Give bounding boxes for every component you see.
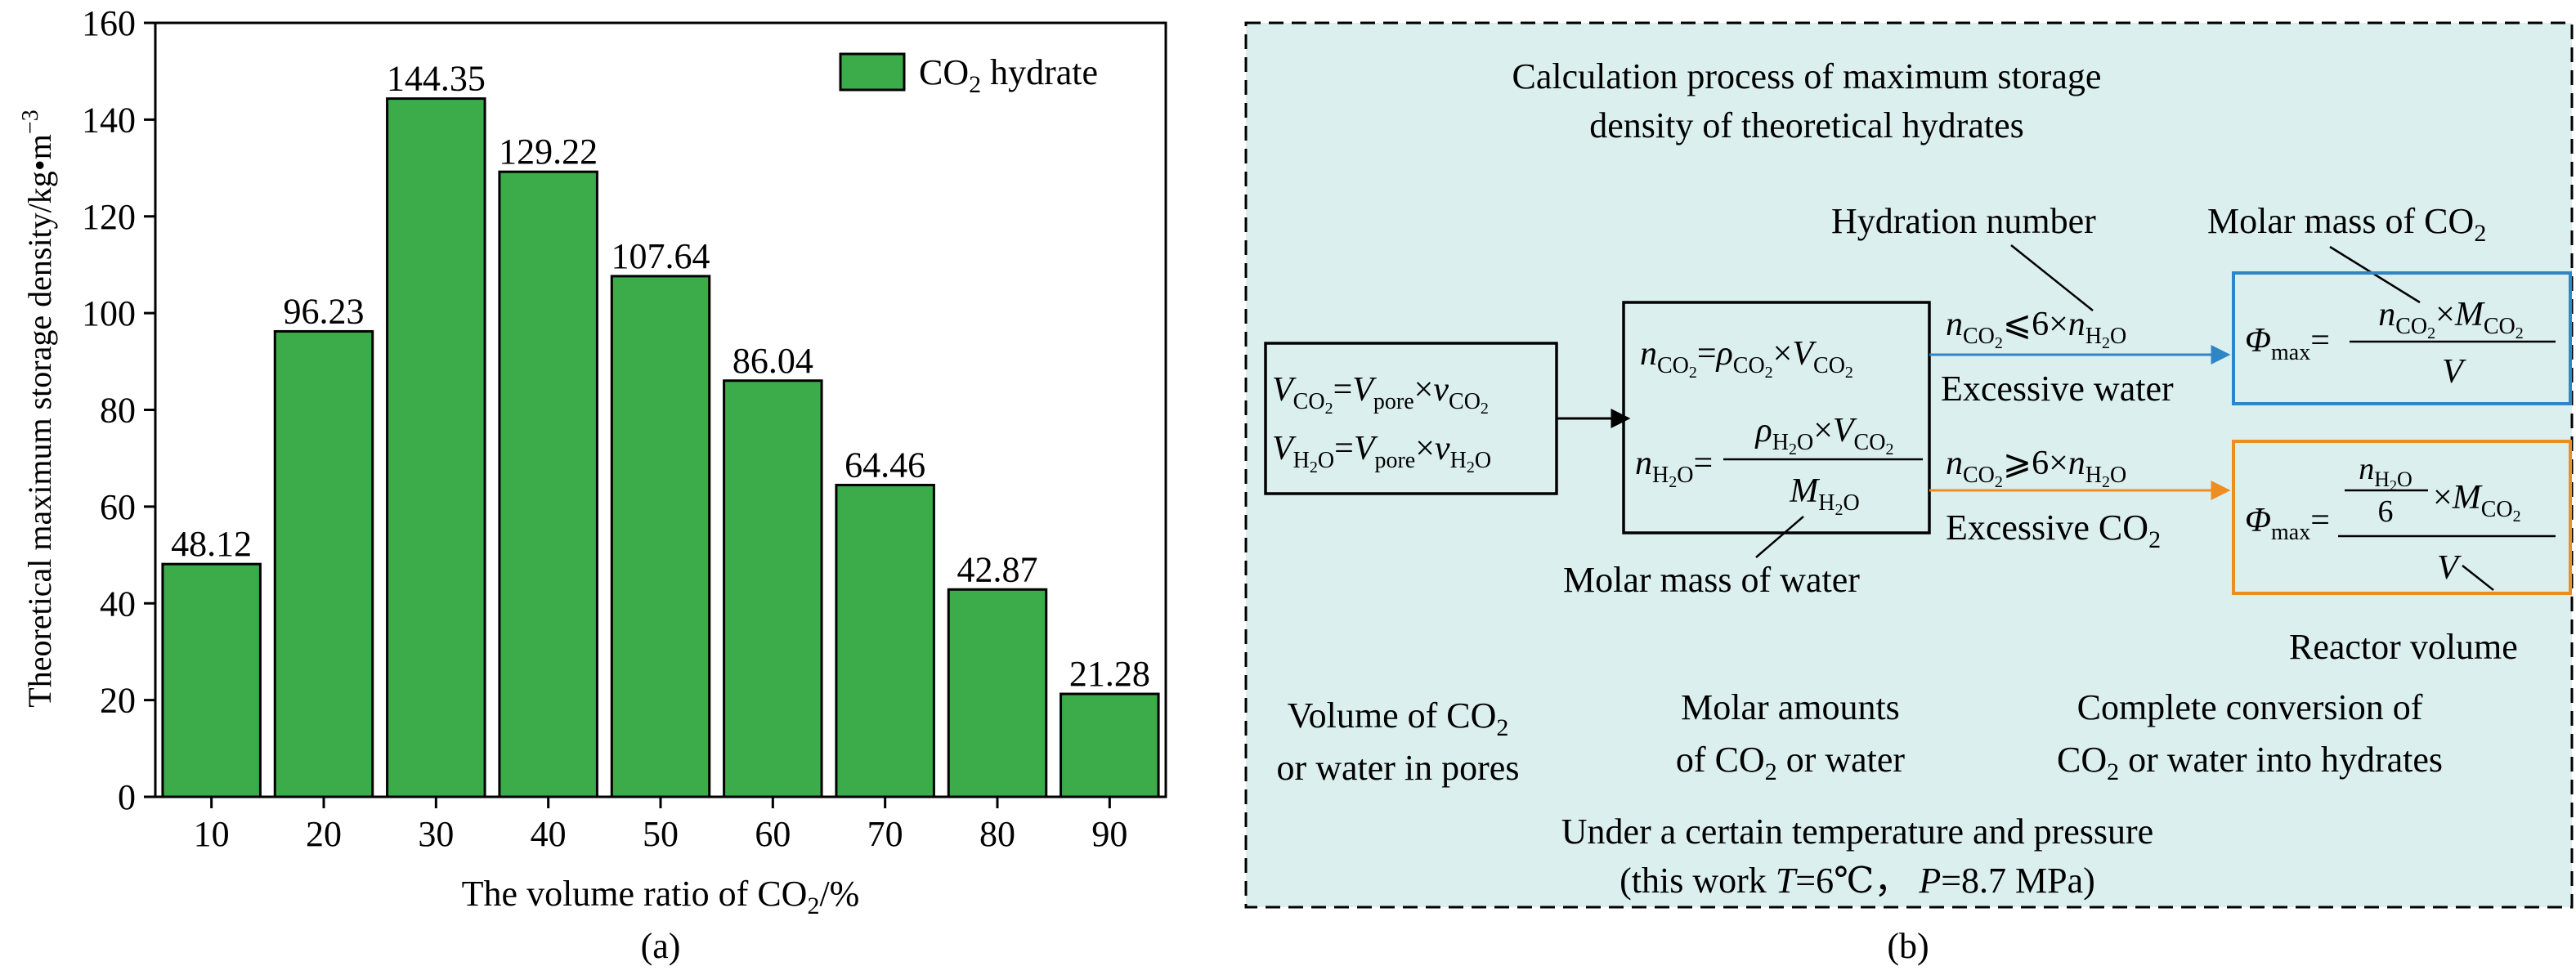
bar-value-label: 21.28 (1069, 654, 1150, 694)
molar-mass-water-leader (1755, 516, 1804, 558)
col3-line1: Complete conversion of (2077, 687, 2423, 727)
x-tick-label: 40 (531, 814, 567, 854)
formula-n-h2o-num: ρH2O×VCO2 (1754, 412, 1894, 458)
bar (386, 97, 486, 798)
y-tick-label: 140 (82, 100, 136, 140)
legend-label: CO2 hydrate (919, 52, 1098, 98)
bar-value-label: 64.46 (844, 445, 925, 485)
phi-max-co2-mass: ×MCO2 (2433, 479, 2521, 526)
col2-line2: of CO2 or water (1676, 740, 1905, 785)
bar (723, 379, 823, 798)
x-tick-label: 20 (306, 814, 342, 854)
phi-max-water-num: nCO2×MCO2 (2378, 296, 2524, 342)
data-labels: 48.12 96.23 144.35 129.22 107.64 86.04 64.46 42… (171, 59, 1150, 694)
bar-value-label: 48.12 (171, 524, 252, 564)
y-tick-label: 100 (82, 293, 136, 333)
bar-series (161, 97, 1160, 798)
x-tick-label: 50 (643, 814, 679, 854)
result-box-excess-water (2232, 271, 2572, 405)
bar (835, 483, 935, 798)
formula-v-h2o: VH2O=Vpore×vH2O (1272, 430, 1491, 476)
x-tick-label: 80 (979, 814, 1015, 854)
col1-line1: Volume of CO2 (1288, 695, 1509, 741)
bar-value-label: 96.23 (284, 291, 365, 331)
bar-value-label: 86.04 (732, 341, 813, 381)
y-tick-label: 160 (82, 3, 136, 43)
phi-max-co2-lhs: Φmax= (2245, 502, 2330, 545)
phi-max-co2-frac-num: nH2O (2359, 452, 2412, 494)
formula-n-co2: nCO2=ρCO2×VCO2 (1640, 335, 1853, 382)
y-tick-label: 60 (100, 487, 136, 527)
result-box-excess-co2 (2232, 440, 2572, 595)
legend-swatch (839, 52, 906, 92)
formula-v-co2: VCO2=Vpore×vCO2 (1272, 371, 1489, 418)
y-tick-label: 20 (100, 681, 136, 721)
y-tick-label: 40 (100, 584, 136, 624)
x-tick-label: 90 (1091, 814, 1127, 854)
bar-value-label: 129.22 (499, 132, 598, 172)
phi-max-water-lhs: Φmax= (2245, 322, 2330, 365)
y-axis-label: Theoretical maximum storage density/kg•m… (18, 110, 58, 707)
hydration-number-label: Hydration number (1831, 201, 2096, 241)
bar (273, 329, 374, 798)
formula-n-h2o-den: MH2O (1789, 472, 1859, 519)
panel-label-a: (a) (641, 926, 681, 966)
bar-value-label: 107.64 (612, 236, 710, 276)
x-tick-label: 10 (194, 814, 230, 854)
bar (610, 275, 711, 798)
moles-box (1622, 301, 1931, 534)
y-tick-label: 120 (82, 197, 136, 237)
col1-line2: or water in pores (1277, 748, 1520, 788)
hydration-number-leader (2010, 244, 2094, 311)
reactor-volume-label: Reactor volume (2289, 627, 2518, 667)
x-tick-label: 30 (418, 814, 454, 854)
diagram-title-line1: Calculation process of maximum storage (1512, 56, 2102, 96)
bar (947, 588, 1048, 798)
molar-mass-water-label: Molar mass of water (1563, 560, 1860, 600)
bar-value-label: 144.35 (387, 59, 486, 99)
col2-line1: Molar amounts (1681, 687, 1900, 727)
col3-line2: CO2 or water into hydrates (2057, 740, 2443, 785)
condition-excess-water: nCO2⩽6×nH2O (1946, 306, 2126, 352)
x-tick-label: 60 (755, 814, 791, 854)
bar (1060, 692, 1160, 798)
excessive-water-label: Excessive water (1941, 369, 2174, 409)
panel-label-b: (b) (1887, 926, 1929, 966)
x-axis: 10 20 30 40 50 60 70 80 90 (194, 797, 1127, 854)
condition-excess-co2: nCO2⩾6×nH2O (1946, 445, 2126, 491)
molar-mass-co2-label: Molar mass of CO2 (2207, 201, 2486, 247)
bar (498, 170, 598, 798)
excessive-co2-label: Excessive CO2 (1946, 508, 2161, 553)
phi-max-co2-frac-den: 6 (2378, 494, 2394, 529)
x-tick-label: 70 (867, 814, 903, 854)
bottom-line2: (this work T=6℃， P=8.7 MPa) (1620, 861, 2095, 901)
phi-max-co2-den: V (2437, 549, 2462, 587)
y-axis: 0 20 40 60 80 100 120 140 160 (82, 3, 155, 817)
y-tick-label: 80 (100, 391, 136, 431)
bar-chart: 0 20 40 60 80 100 120 140 160 10 20 30 40 50 60 70 80 90… (18, 3, 1167, 966)
formula-n-h2o-lhs: nH2O= (1635, 445, 1713, 491)
bar-value-label: 42.87 (957, 549, 1038, 589)
legend: CO2 hydrate (839, 52, 1098, 98)
y-tick-label: 0 (118, 777, 136, 817)
phi-max-water-den: V (2442, 353, 2466, 391)
bottom-line1: Under a certain temperature and pressure (1561, 812, 2153, 852)
diagram-title-line2: density of theoretical hydrates (1589, 105, 2023, 145)
reactor-volume-leader (2462, 565, 2494, 591)
x-axis-label: The volume ratio of CO2/% (462, 874, 860, 919)
bar (161, 562, 262, 798)
diagram-panel (1244, 21, 2574, 909)
